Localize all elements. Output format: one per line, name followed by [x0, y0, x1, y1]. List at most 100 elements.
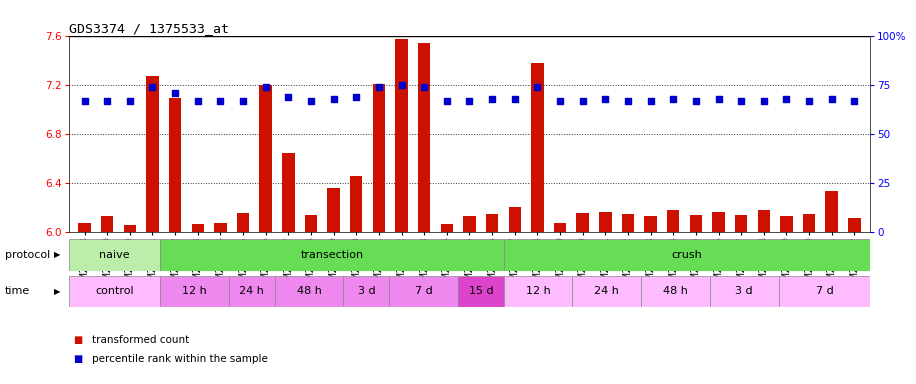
Bar [214, 222, 226, 232]
Text: crush: crush [671, 250, 703, 260]
Text: naive: naive [99, 250, 130, 260]
Bar [69, 276, 160, 307]
Point [213, 98, 228, 104]
Point [100, 98, 114, 104]
Point [394, 83, 409, 89]
Bar [79, 222, 91, 232]
Bar [504, 239, 870, 271]
Bar [485, 214, 498, 232]
Bar [160, 239, 504, 271]
Point [575, 98, 590, 104]
Bar [441, 224, 453, 232]
Bar [825, 191, 838, 232]
Bar [124, 225, 136, 232]
Text: ■: ■ [73, 335, 82, 345]
Point [77, 98, 92, 104]
Point [258, 84, 273, 91]
Text: 24 h: 24 h [594, 286, 619, 296]
Text: 15 d: 15 d [469, 286, 493, 296]
Text: transection: transection [300, 250, 364, 260]
Bar [710, 276, 779, 307]
Text: 3 d: 3 d [736, 286, 753, 296]
Text: ■: ■ [73, 354, 82, 364]
Point [621, 98, 636, 104]
Point [711, 96, 725, 102]
Text: transformed count: transformed count [92, 335, 189, 345]
Bar [758, 210, 770, 232]
Bar [735, 215, 747, 232]
Bar [572, 276, 641, 307]
Text: time: time [5, 286, 30, 296]
Bar [576, 213, 589, 232]
Point [734, 98, 748, 104]
Point [145, 84, 159, 91]
Bar [275, 276, 344, 307]
Bar [713, 212, 725, 232]
Bar [848, 218, 860, 232]
Bar [599, 212, 612, 232]
Bar [508, 207, 521, 232]
Point [485, 96, 499, 102]
Bar [418, 43, 431, 232]
Point [666, 96, 681, 102]
Bar [327, 188, 340, 232]
Bar [344, 276, 389, 307]
Text: ▶: ▶ [54, 287, 61, 296]
Bar [531, 63, 543, 232]
Point [372, 84, 387, 91]
Point [326, 96, 341, 102]
Bar [641, 276, 710, 307]
Point [349, 94, 364, 100]
Bar [667, 210, 680, 232]
Point [780, 96, 794, 102]
Bar [282, 153, 295, 232]
Bar [350, 176, 363, 232]
Point [168, 90, 182, 96]
Text: 7 d: 7 d [815, 286, 834, 296]
Bar [191, 224, 204, 232]
Bar [463, 217, 475, 232]
Bar [389, 276, 458, 307]
Bar [622, 214, 634, 232]
Text: percentile rank within the sample: percentile rank within the sample [92, 354, 267, 364]
Bar [169, 98, 181, 232]
Point [440, 98, 454, 104]
Bar [259, 85, 272, 232]
Bar [396, 39, 408, 232]
Bar [305, 215, 317, 232]
Point [507, 96, 522, 102]
Bar [780, 217, 792, 232]
Text: ▶: ▶ [54, 250, 61, 260]
Point [598, 96, 613, 102]
Bar [373, 84, 385, 232]
Point [462, 98, 476, 104]
Point [689, 98, 703, 104]
Text: control: control [95, 286, 134, 296]
Bar [160, 276, 229, 307]
Text: 3 d: 3 d [357, 286, 376, 296]
Text: 7 d: 7 d [415, 286, 432, 296]
Text: 12 h: 12 h [182, 286, 207, 296]
Bar [237, 213, 249, 232]
Point [417, 84, 431, 91]
Text: 24 h: 24 h [239, 286, 265, 296]
Point [824, 96, 839, 102]
Point [757, 98, 771, 104]
Bar [779, 276, 870, 307]
Point [530, 84, 545, 91]
Text: protocol: protocol [5, 250, 49, 260]
Point [191, 98, 205, 104]
Bar [229, 276, 275, 307]
Bar [690, 215, 702, 232]
Point [802, 98, 816, 104]
Text: 48 h: 48 h [663, 286, 688, 296]
Bar [554, 222, 566, 232]
Bar [101, 217, 114, 232]
Text: 12 h: 12 h [526, 286, 551, 296]
Point [281, 94, 296, 100]
Point [847, 98, 862, 104]
Point [123, 98, 137, 104]
Text: GDS3374 / 1375533_at: GDS3374 / 1375533_at [69, 22, 229, 35]
Bar [458, 276, 504, 307]
Bar [644, 217, 657, 232]
